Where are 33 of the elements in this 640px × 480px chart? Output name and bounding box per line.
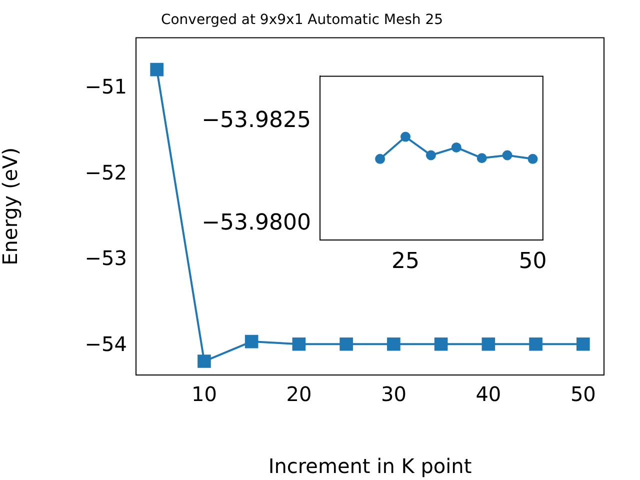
point	[476, 153, 487, 164]
point	[426, 150, 436, 160]
x-tick-label: 30	[380, 382, 406, 406]
y-tick-label: −53.9800	[202, 210, 311, 236]
point	[502, 150, 512, 160]
point	[375, 154, 386, 164]
y-tick-label: −53.9825	[202, 108, 311, 133]
y-axis-title: Energy (eV)	[0, 147, 22, 266]
point	[292, 337, 306, 351]
y-tick-label: −54	[84, 332, 127, 356]
point	[529, 337, 542, 351]
x-tick-label: 50	[518, 248, 547, 274]
point	[576, 337, 590, 351]
y-tick-label: −52	[84, 160, 127, 184]
point	[482, 337, 496, 351]
y-tick-label: −53	[84, 246, 127, 270]
point	[434, 337, 448, 351]
point	[244, 334, 258, 348]
point	[387, 337, 400, 351]
x-axis-title: Increment in K point	[268, 454, 472, 478]
point	[400, 132, 410, 142]
x-tick-label: 20	[286, 382, 312, 406]
chart-title: Converged at 9x9x1 Automatic Mesh 25	[160, 12, 444, 28]
x-tick-label: 40	[476, 382, 502, 406]
point	[340, 337, 353, 351]
x-tick-label: 10	[191, 382, 217, 406]
y-tick-label: −51	[84, 74, 127, 99]
x-tick-label: 50	[570, 382, 596, 406]
point	[451, 142, 462, 152]
x-tick-label: 25	[392, 248, 420, 274]
point	[198, 354, 211, 368]
point	[528, 154, 538, 164]
point	[150, 62, 164, 76]
